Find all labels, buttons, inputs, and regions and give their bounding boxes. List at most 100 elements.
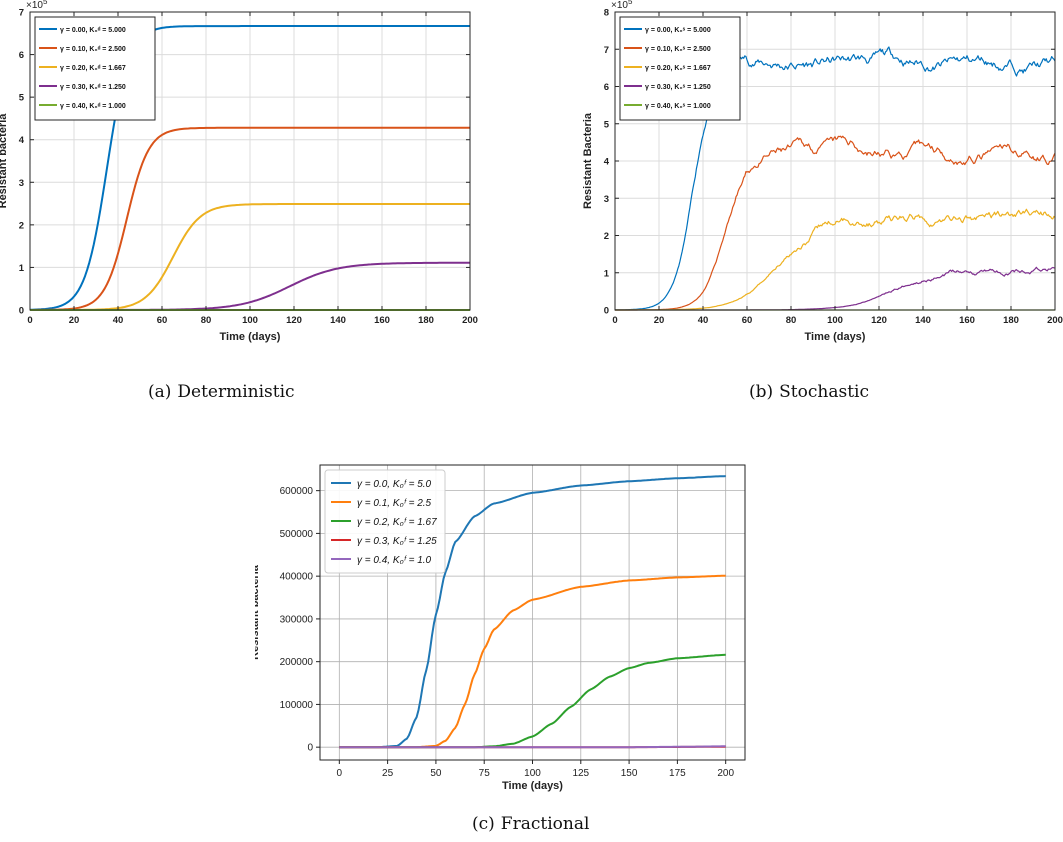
series-line-4 bbox=[339, 745, 726, 749]
y-axis-label: Resistant bacteria bbox=[0, 113, 9, 209]
y-tick-label: 1 bbox=[604, 268, 610, 279]
y-tick-label: 6 bbox=[604, 82, 609, 93]
caption-c-text: Fractional bbox=[500, 814, 590, 834]
legend-label-1: γ = 0.1, K₀ᶠ = 2.5 bbox=[357, 498, 432, 509]
x-tick-label: 125 bbox=[572, 768, 589, 779]
caption-c: (c) Fractional bbox=[472, 814, 589, 834]
y-tick-label: 300000 bbox=[280, 614, 314, 625]
caption-a-tag: (a) bbox=[148, 382, 172, 402]
chart-stochastic: 0 20 40 60 80 100 120 140 160 180 200 0 1 2 3 4 5 6 7 8×105… bbox=[582, 0, 1063, 343]
x-tick-label: 180 bbox=[1003, 315, 1019, 326]
y-tick-label: 6 bbox=[19, 50, 24, 61]
y-tick-label: 0 bbox=[19, 306, 24, 317]
x-tick-label: 160 bbox=[959, 315, 975, 326]
caption-b-tag: (b) bbox=[749, 382, 774, 402]
x-tick-label: 80 bbox=[201, 315, 212, 326]
legend-label-2: γ = 0.20, K₀ᵈ = 1.667 bbox=[60, 65, 126, 72]
legend-label-2: γ = 0.2, K₀ᶠ = 1.67 bbox=[357, 517, 437, 528]
caption-b-text: Stochastic bbox=[779, 382, 869, 402]
chart-panel-b: 0 20 40 60 80 100 120 140 160 180 200 0 1 2 3 4 5 6 7 8 ×105… bbox=[560, 0, 1063, 345]
y-tick-label: 500000 bbox=[280, 529, 314, 540]
x-tick-label: 120 bbox=[286, 315, 302, 326]
legend-label-4: γ = 0.40, K₀ᵈ = 1.000 bbox=[60, 103, 126, 110]
y-tick-label: 2 bbox=[19, 220, 24, 231]
x-tick-label: 100 bbox=[242, 315, 258, 326]
y-tick-label: 2 bbox=[604, 231, 609, 242]
legend-label-4: γ = 0.4, K₀ᶠ = 1.0 bbox=[357, 555, 432, 566]
x-tick-label: 140 bbox=[915, 315, 931, 326]
legend-box bbox=[619, 16, 741, 121]
x-tick-label: 60 bbox=[742, 315, 753, 326]
x-axis-label: Time (days) bbox=[805, 331, 866, 343]
y-tick-label: 100000 bbox=[280, 700, 314, 711]
x-tick-label: 75 bbox=[479, 768, 491, 779]
chart-panel-c: 0 25 50 75 100 125 150 175 200 0 100000 200000 30000… bbox=[249, 460, 765, 800]
series-line-1 bbox=[615, 135, 1056, 311]
x-tick-label: 60 bbox=[157, 315, 168, 326]
x-tick-label: 0 bbox=[27, 315, 32, 326]
y-tick-label: 3 bbox=[604, 194, 609, 205]
legend-label-0: γ = 0.0, K₀ᶠ = 5.0 bbox=[357, 479, 432, 490]
caption-c-tag: (c) bbox=[472, 814, 495, 834]
chart-panel-a: 0 20 40 60 80 100 120 140 160 180 200 0 1 2 3 4 5 6 7 ×105 T… bbox=[0, 0, 490, 345]
y-tick-label: 4 bbox=[604, 157, 610, 168]
y-exponent-label: ×105 bbox=[611, 0, 633, 11]
legend-label-2: γ = 0.20, K₀ˢ = 1.667 bbox=[645, 65, 711, 72]
x-tick-label: 150 bbox=[621, 768, 638, 779]
y-tick-label: 5 bbox=[604, 119, 610, 130]
legend-label-1: γ = 0.10, K₀ᵈ = 2.500 bbox=[60, 46, 126, 53]
y-tick-label: 4 bbox=[19, 135, 25, 146]
y-tick-label: 3 bbox=[19, 178, 24, 189]
series-line-1 bbox=[30, 126, 470, 311]
x-tick-label: 200 bbox=[1047, 315, 1063, 326]
x-tick-label: 180 bbox=[418, 315, 434, 326]
series-line-0 bbox=[615, 46, 1056, 311]
y-tick-label: 600000 bbox=[280, 486, 314, 497]
series-line-2 bbox=[615, 208, 1056, 311]
y-tick-label: 1 bbox=[19, 263, 25, 274]
legend-label-1: γ = 0.10, K₀ˢ = 2.500 bbox=[645, 46, 711, 53]
y-axis-label: Resistant Bacteria bbox=[582, 112, 594, 209]
x-tick-label: 200 bbox=[717, 768, 734, 779]
x-tick-label: 80 bbox=[786, 315, 797, 326]
x-tick-label: 40 bbox=[698, 315, 709, 326]
x-axis-label: Time (days) bbox=[220, 331, 281, 343]
legend-label-3: γ = 0.3, K₀ᶠ = 1.25 bbox=[357, 536, 437, 547]
y-tick-label: 5 bbox=[19, 93, 25, 104]
legend-label-3: γ = 0.30, K₀ᵈ = 1.250 bbox=[60, 84, 126, 91]
chart-deterministic: 0 20 40 60 80 100 120 140 160 180 200 0 1 2 3 4 5 6 7×105 T… bbox=[0, 0, 478, 343]
legend-label-0: γ = 0.00, K₀ᵈ = 5.000 bbox=[60, 27, 126, 34]
series-line-0 bbox=[339, 475, 726, 749]
legend-label-0: γ = 0.00, K₀ˢ = 5.000 bbox=[645, 27, 711, 34]
y-tick-label: 8 bbox=[604, 8, 609, 19]
legend-box bbox=[324, 469, 446, 574]
caption-a: (a) Deterministic bbox=[148, 382, 295, 402]
chart-fractional: 0 25 50 75 100 125 150 175 200 0 100000 200000 30000… bbox=[249, 464, 746, 792]
caption-b: (b) Stochastic bbox=[749, 382, 869, 402]
x-tick-label: 50 bbox=[430, 768, 442, 779]
x-tick-label: 40 bbox=[113, 315, 124, 326]
y-axis-label: Resistant bacteria bbox=[255, 564, 261, 660]
y-exponent-label: ×105 bbox=[26, 0, 48, 11]
x-tick-label: 25 bbox=[382, 768, 394, 779]
x-tick-label: 20 bbox=[654, 315, 665, 326]
y-tick-label: 400000 bbox=[280, 572, 314, 583]
x-tick-label: 200 bbox=[462, 315, 478, 326]
y-tick-label: 200000 bbox=[280, 657, 314, 668]
x-tick-label: 0 bbox=[612, 315, 617, 326]
x-tick-label: 175 bbox=[669, 768, 686, 779]
caption-a-text: Deterministic bbox=[177, 382, 295, 402]
x-tick-label: 0 bbox=[337, 768, 343, 779]
x-tick-label: 140 bbox=[330, 315, 346, 326]
y-tick-label: 0 bbox=[604, 306, 609, 317]
series-line-0 bbox=[30, 25, 470, 311]
x-tick-label: 160 bbox=[374, 315, 390, 326]
legend-label-4: γ = 0.40, K₀ˢ = 1.000 bbox=[645, 103, 711, 110]
x-tick-label: 20 bbox=[69, 315, 80, 326]
y-tick-label: 7 bbox=[604, 45, 609, 56]
y-tick-label: 7 bbox=[19, 8, 24, 19]
legend-label-3: γ = 0.30, K₀ˢ = 1.250 bbox=[645, 84, 711, 91]
x-tick-label: 120 bbox=[871, 315, 887, 326]
y-tick-label: 0 bbox=[307, 743, 313, 754]
legend-box bbox=[34, 16, 156, 121]
